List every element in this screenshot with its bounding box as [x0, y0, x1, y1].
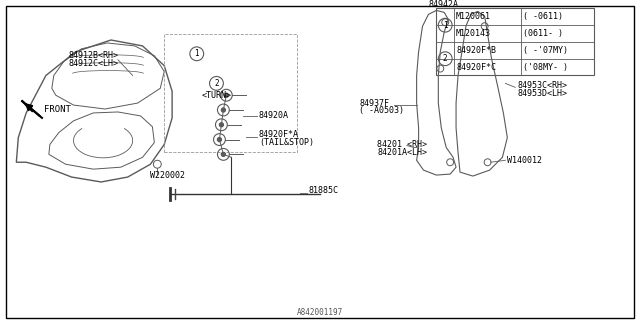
Text: 2: 2 [443, 54, 447, 63]
Text: 2: 2 [214, 79, 219, 88]
Text: ( -0611): ( -0611) [523, 12, 563, 21]
Circle shape [220, 123, 223, 127]
Text: 1: 1 [195, 49, 199, 58]
Text: 84942A: 84942A [428, 0, 458, 9]
Text: M120143: M120143 [456, 29, 491, 38]
Text: FRONT: FRONT [44, 106, 71, 115]
Circle shape [221, 152, 225, 156]
Circle shape [221, 108, 225, 112]
Text: (TAIL&STOP): (TAIL&STOP) [259, 138, 314, 147]
Text: A842001197: A842001197 [297, 308, 343, 316]
Text: ('08MY- ): ('08MY- ) [523, 63, 568, 72]
Text: W220002: W220002 [150, 171, 186, 180]
Text: 81885C: 81885C [308, 186, 338, 195]
Text: 84953C<RH>: 84953C<RH> [517, 81, 567, 90]
Text: 84920F*A: 84920F*A [259, 130, 299, 139]
Text: ( -'07MY): ( -'07MY) [523, 46, 568, 55]
Text: <TURN>: <TURN> [202, 91, 232, 100]
Bar [164, 34, 298, 152]
Text: 84920F*B: 84920F*B [456, 46, 496, 55]
Text: 84201A<LH>: 84201A<LH> [377, 148, 427, 157]
Text: 84953D<LH>: 84953D<LH> [517, 89, 567, 98]
Text: 84201 <RH>: 84201 <RH> [377, 140, 427, 149]
Circle shape [225, 93, 228, 97]
Text: 1: 1 [443, 21, 447, 30]
Text: (0611- ): (0611- ) [523, 29, 563, 38]
Text: W140012: W140012 [508, 156, 542, 165]
Bar [436, 8, 594, 76]
Text: 84912C<LH>: 84912C<LH> [68, 59, 118, 68]
Text: ( -A0503): ( -A0503) [360, 107, 404, 116]
Text: 84920A: 84920A [259, 111, 289, 120]
Circle shape [218, 138, 221, 141]
Text: 84912B<RH>: 84912B<RH> [68, 51, 118, 60]
Text: M120061: M120061 [456, 12, 491, 21]
Text: 84937F: 84937F [360, 99, 389, 108]
Text: 84920F*C: 84920F*C [456, 63, 496, 72]
